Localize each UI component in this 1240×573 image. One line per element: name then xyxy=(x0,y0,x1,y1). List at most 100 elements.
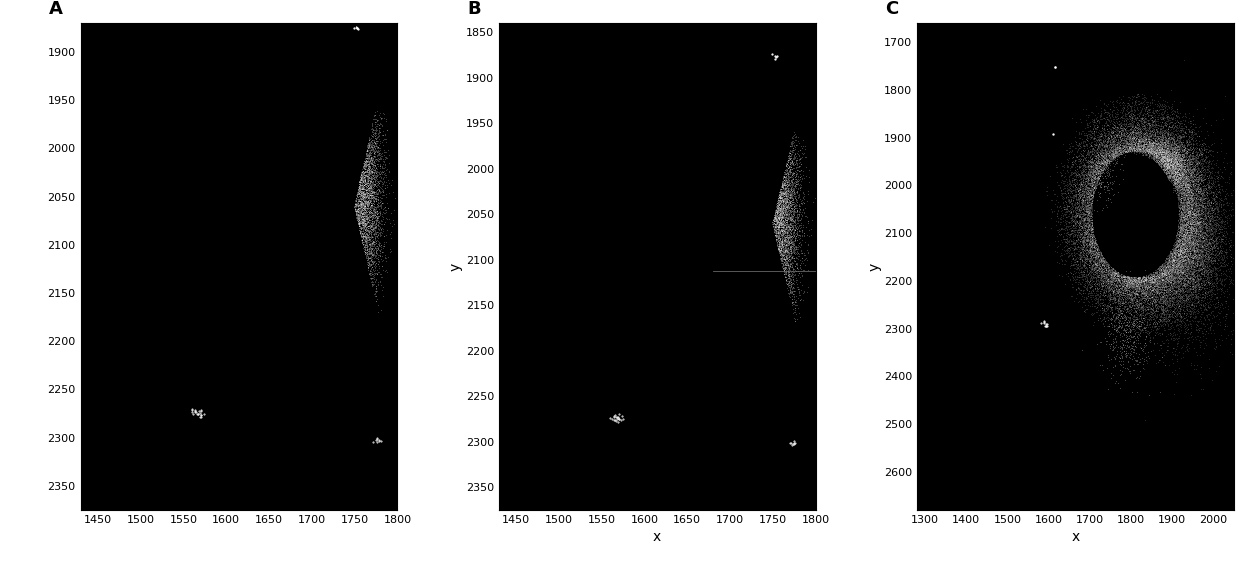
Point xyxy=(796,310,816,319)
Point xyxy=(773,223,792,233)
Point xyxy=(1121,182,1141,191)
Point xyxy=(1074,198,1094,207)
Point xyxy=(356,164,376,173)
Point xyxy=(786,233,806,242)
Point xyxy=(355,172,374,182)
Point xyxy=(386,253,405,262)
Point xyxy=(1153,171,1173,180)
Point xyxy=(387,185,407,194)
Point xyxy=(805,253,825,262)
Point xyxy=(770,225,790,234)
Point xyxy=(779,153,799,162)
Point xyxy=(379,175,399,184)
Point xyxy=(362,298,382,307)
Point xyxy=(779,182,799,191)
Point xyxy=(805,274,825,283)
Point xyxy=(780,273,800,282)
Point xyxy=(774,248,794,257)
Point xyxy=(774,252,794,261)
Point xyxy=(384,148,404,158)
Point xyxy=(1097,207,1117,217)
Point xyxy=(356,206,376,215)
Point xyxy=(779,292,799,301)
Point xyxy=(360,134,379,143)
Point xyxy=(799,221,818,230)
Point xyxy=(1153,170,1173,179)
Point xyxy=(383,127,403,136)
Point xyxy=(1130,245,1149,254)
Point xyxy=(360,175,379,184)
Point xyxy=(792,152,812,161)
Point xyxy=(775,278,795,287)
Point xyxy=(1091,214,1111,223)
Point xyxy=(1137,147,1157,156)
Point xyxy=(791,166,811,175)
Point xyxy=(804,226,823,235)
Point xyxy=(372,257,392,266)
Point xyxy=(784,231,804,240)
Point xyxy=(1179,251,1199,260)
Point xyxy=(800,192,820,201)
Point xyxy=(1105,182,1125,191)
Point xyxy=(372,246,392,255)
Point xyxy=(782,207,802,217)
Point xyxy=(773,226,792,235)
Point xyxy=(1125,169,1145,178)
Point xyxy=(360,234,379,244)
Point xyxy=(1114,170,1133,179)
Point xyxy=(1127,164,1147,174)
Point xyxy=(806,249,826,258)
Point xyxy=(363,248,383,257)
Point xyxy=(782,195,802,204)
Point xyxy=(1159,170,1179,179)
Point xyxy=(1111,237,1131,246)
Point xyxy=(1102,196,1122,205)
Point xyxy=(770,149,790,158)
Point xyxy=(353,167,373,176)
Point xyxy=(764,166,784,175)
Point xyxy=(790,178,810,187)
Point xyxy=(363,159,383,168)
Point xyxy=(367,260,387,269)
Point xyxy=(372,211,392,220)
Point xyxy=(1102,164,1122,173)
Point xyxy=(792,273,812,282)
Point xyxy=(355,135,374,144)
Point xyxy=(1141,197,1161,206)
Point xyxy=(785,218,805,227)
Point xyxy=(1101,245,1121,254)
Point xyxy=(790,170,810,179)
Point xyxy=(371,261,391,270)
Point xyxy=(1193,195,1213,205)
Point xyxy=(771,246,791,255)
Point xyxy=(805,211,825,220)
Point xyxy=(1133,152,1153,162)
Point xyxy=(372,238,392,247)
Point xyxy=(1122,270,1142,280)
Point xyxy=(800,296,820,305)
Point xyxy=(386,190,405,199)
Point xyxy=(1187,190,1207,199)
Point xyxy=(1115,146,1135,155)
Point xyxy=(351,162,371,171)
Point xyxy=(1120,175,1140,185)
Point xyxy=(374,256,394,265)
Point xyxy=(795,306,815,315)
Point xyxy=(374,295,394,304)
Point xyxy=(781,269,801,278)
Point xyxy=(1153,183,1173,193)
Point xyxy=(805,183,825,192)
Point xyxy=(368,302,388,311)
Point xyxy=(350,226,370,236)
Point xyxy=(1140,265,1159,274)
Point xyxy=(376,290,396,299)
Point xyxy=(387,182,407,191)
Point xyxy=(1132,241,1152,250)
Point xyxy=(777,246,797,256)
Point xyxy=(773,258,792,267)
Point xyxy=(1166,190,1185,199)
Point xyxy=(1127,159,1147,168)
Point xyxy=(1102,229,1122,238)
Point xyxy=(804,194,823,203)
Point xyxy=(1158,270,1178,279)
